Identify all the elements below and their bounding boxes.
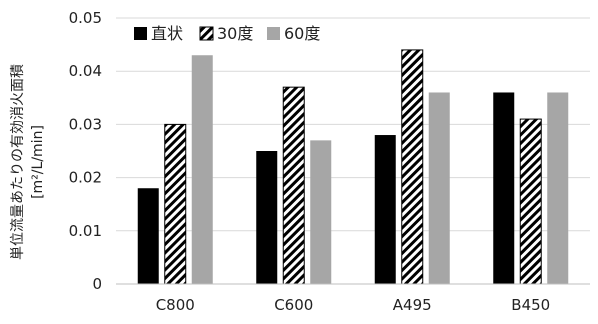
bar-B450-series-2 [547,92,569,284]
y-tick-label: 0.04 [69,62,102,80]
y-tick-label: 0.02 [69,169,102,187]
grid [116,17,590,232]
bar-C800-series-2 [191,55,213,284]
x-tick-label: C600 [274,296,313,314]
y-axis-label-line1: 単位流量あたりの有効消火面積 [10,64,26,260]
bar-A495-series-0 [374,135,396,284]
bar-A495-series-2 [428,92,450,284]
y-tick-label: 0.01 [69,222,102,240]
bar-A495-series-1 [401,49,424,285]
legend-swatch-60deg [267,27,280,40]
bar-C600-series-2 [310,140,332,284]
bar-B450-series-1 [519,118,542,285]
bar-C800-series-0 [137,188,159,284]
legend-label-60deg: 60度 [284,24,320,43]
legend-swatch-30deg [199,26,214,41]
y-tick-label: 0 [92,275,102,293]
legend-label-straight: 直状 [151,24,183,43]
y-tick-label: 0.03 [69,115,102,133]
bar-C600-series-1 [282,86,305,285]
bars [137,49,569,285]
legend: 直状 30度 60度 [134,24,320,43]
legend-label-30deg: 30度 [217,24,253,43]
x-tick-label: B450 [511,296,550,314]
x-tick-label: C800 [156,296,195,314]
y-tick-label: 0.05 [69,9,102,27]
y-axis-label-line2: [m²/L/min] [30,125,46,199]
bar-C800-series-1 [164,123,187,285]
bar-B450-series-0 [493,92,515,284]
x-tick-label: A495 [393,296,432,314]
axes: 0 0.01 0.02 0.03 0.04 0.05 C800 C600 A495 B450 [69,9,590,314]
bar-C600-series-0 [256,151,278,284]
legend-swatch-straight [134,27,147,40]
